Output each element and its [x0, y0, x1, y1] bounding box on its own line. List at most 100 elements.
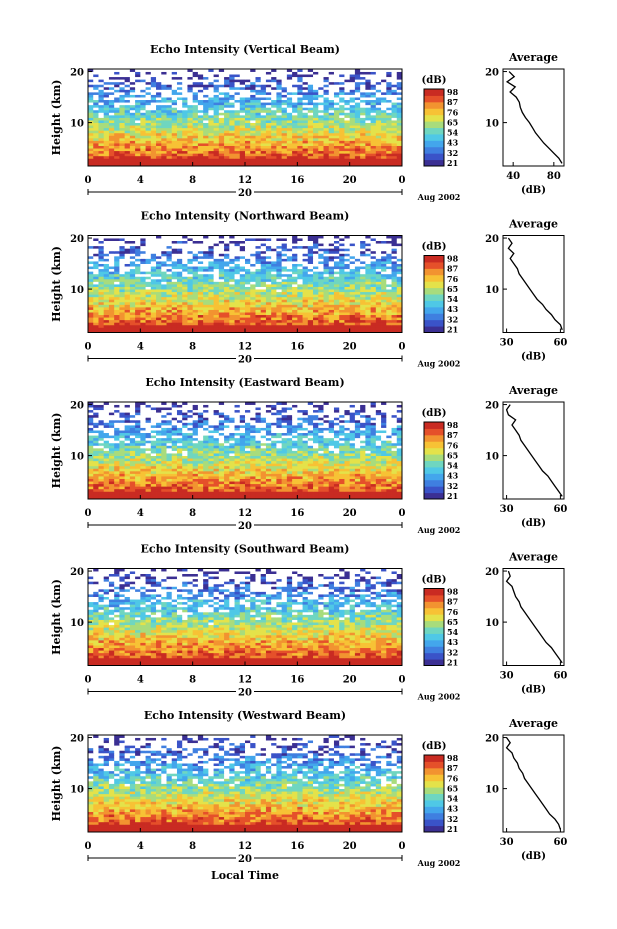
heatmap-cell	[98, 276, 105, 280]
heatmap-cell	[391, 493, 398, 497]
heatmap-cell	[114, 137, 120, 141]
heatmap-cell	[218, 324, 225, 328]
heatmap-cell	[140, 238, 146, 241]
heatmap-cell	[119, 301, 126, 305]
heatmap-cell	[381, 86, 387, 90]
heatmap-cell	[323, 153, 330, 157]
heatmap-cell	[218, 496, 225, 500]
heatmap-cell	[307, 155, 314, 159]
heatmap-cell	[328, 89, 335, 93]
heatmap-cell	[239, 329, 246, 333]
heatmap-cell	[339, 114, 345, 118]
heatmap-cell	[349, 314, 356, 318]
heatmap-cell	[286, 266, 293, 270]
heatmap-cell	[171, 153, 178, 157]
heatmap-cell	[328, 158, 335, 162]
heatmap-cell	[349, 137, 356, 141]
heatmap-cell	[197, 294, 204, 298]
heatmap-cell	[98, 488, 105, 492]
heatmap-cell	[187, 130, 194, 134]
heatmap-cell	[208, 304, 214, 308]
heatmap-cell	[145, 245, 152, 249]
heatmap-cell	[187, 301, 194, 305]
heatmap-cell	[276, 140, 283, 144]
heatmap-cell	[297, 102, 303, 106]
heatmap-cell	[161, 304, 167, 308]
heatmap-cell	[323, 143, 330, 146]
heatmap-cell	[192, 84, 199, 88]
heatmap-cell	[156, 278, 162, 282]
heatmap-cell	[224, 240, 230, 244]
heatmap-cell	[171, 140, 178, 144]
heatmap-cell	[292, 324, 298, 328]
heatmap-cell	[328, 79, 335, 83]
heatmap-cell	[93, 114, 99, 118]
heatmap-cell	[213, 86, 220, 90]
colorbar-tick-label: 65	[447, 117, 458, 127]
heatmap-cell	[176, 148, 183, 152]
heatmap-cell	[150, 276, 157, 280]
heatmap-cell	[370, 86, 377, 90]
heatmap-cell	[135, 296, 141, 300]
heatmap-cell	[307, 71, 314, 75]
heatmap-cell	[302, 306, 309, 310]
heatmap-cell	[307, 250, 314, 254]
heatmap-cell	[339, 160, 345, 164]
heatmap-cell	[313, 120, 319, 123]
heatmap-cell	[307, 278, 314, 282]
heatmap-cell	[98, 97, 105, 101]
heatmap-cell	[386, 248, 392, 252]
heatmap-cell	[271, 150, 277, 154]
heatmap-cell	[187, 104, 194, 108]
heatmap-cell	[197, 158, 204, 162]
heatmap-cell	[250, 240, 256, 244]
heatmap-cell	[93, 107, 99, 111]
heatmap-cell	[386, 102, 392, 106]
heatmap-cell	[187, 496, 194, 500]
heatmap-cell	[156, 81, 162, 85]
heatmap-cell	[250, 107, 256, 111]
heatmap-cell	[119, 250, 126, 254]
heatmap-cell	[135, 281, 141, 285]
heatmap-cell	[192, 140, 199, 144]
heatmap-cell	[250, 102, 256, 106]
heatmap-cell	[245, 155, 251, 159]
heatmap-cell	[161, 114, 167, 118]
heatmap-cell	[229, 322, 235, 326]
heatmap-cell	[88, 291, 94, 295]
heatmap-cell	[150, 104, 157, 108]
heatmap-cell	[187, 240, 194, 244]
heatmap-cell	[365, 496, 371, 500]
heatmap-cell	[386, 132, 392, 136]
heatmap-cell	[218, 97, 225, 101]
heatmap-cell	[250, 109, 256, 113]
heatmap-cell	[313, 140, 319, 144]
heatmap-cell	[245, 291, 251, 295]
heatmap-cell	[203, 235, 209, 239]
heatmap-cell	[396, 248, 403, 252]
heatmap-cell	[339, 250, 345, 254]
heatmap-cell	[208, 299, 214, 303]
heatmap-cell	[323, 71, 330, 75]
heatmap-cell	[276, 74, 283, 78]
heatmap-cell	[344, 294, 351, 298]
heatmap-cell	[124, 491, 131, 495]
heatmap-cell	[140, 324, 146, 328]
heatmap-cell	[271, 329, 277, 333]
heatmap-cell	[307, 306, 314, 310]
heatmap-cell	[88, 132, 94, 136]
heatmap-cell	[386, 255, 392, 259]
heatmap-cell	[234, 486, 241, 490]
heatmap-cell	[234, 268, 241, 272]
heatmap-cell	[135, 238, 141, 241]
heatmap-cell	[328, 120, 335, 123]
heatmap-cell	[135, 107, 141, 111]
heatmap-cell	[103, 266, 110, 270]
heatmap-cell	[108, 107, 115, 111]
heatmap-cell	[176, 276, 183, 280]
heatmap-cell	[161, 317, 167, 321]
heatmap-cell	[224, 79, 230, 83]
heatmap-cell	[161, 306, 167, 310]
heatmap-cell	[213, 145, 220, 149]
heatmap-cell	[276, 294, 283, 298]
